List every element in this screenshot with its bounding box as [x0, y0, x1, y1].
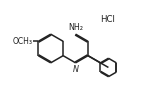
Text: HCl: HCl: [100, 15, 115, 24]
Text: OCH₃: OCH₃: [13, 37, 33, 46]
Text: N: N: [73, 65, 79, 74]
Text: NH₂: NH₂: [68, 23, 83, 32]
